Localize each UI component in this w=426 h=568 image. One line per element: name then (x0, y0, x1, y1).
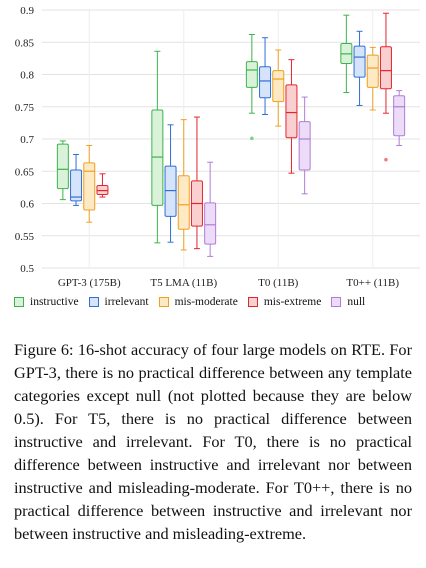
box-instructive (56, 143, 69, 190)
legend-swatch (247, 297, 258, 307)
box-mis-extreme (379, 46, 392, 90)
box-null (204, 202, 217, 245)
figure: 0.5 0.55 0.6 0.65 0.7 0.75 0.8 0.85 0.9 GPT-3 (17… (14, 5, 424, 310)
x-tick-label: GPT-3 (175B) (58, 277, 121, 289)
legend-label: mis-extreme (263, 296, 322, 308)
box-plot-chart: 0.5 0.55 0.6 0.65 0.7 0.75 0.8 0.85 0.9 GPT-3 (17… (15, 5, 420, 289)
box-irrelevant (353, 45, 366, 78)
box-mis-moderate (272, 70, 285, 103)
legend: instructive irrelevant mis-moderate mis-ext… (14, 294, 424, 310)
box-null (393, 95, 406, 137)
box-instructive (245, 61, 258, 88)
legend-item-mis-extreme: mis-extreme (247, 296, 322, 308)
legend-label: irrelevant (104, 296, 149, 308)
legend-label: instructive (30, 296, 79, 308)
y-tick-label: 0.8 (20, 70, 34, 82)
legend-item-mis-moderate: mis-moderate (158, 296, 238, 308)
figure-caption: Figure 6: 16-shot accuracy of four large… (14, 340, 412, 544)
box-irrelevant (70, 169, 83, 202)
legend-swatch (14, 297, 24, 307)
legend-swatch (158, 297, 169, 307)
y-tick-label: 0.7 (20, 134, 34, 146)
y-tick-label: 0.65 (15, 166, 35, 178)
legend-item-null: null (331, 296, 365, 308)
legend-item-instructive: instructive (14, 296, 79, 308)
y-tick-label: 0.55 (15, 231, 35, 243)
legend-item-irrelevant: irrelevant (88, 296, 149, 308)
legend-swatch (88, 297, 99, 307)
legend-swatch (331, 297, 342, 307)
y-tick-label: 0.85 (15, 37, 35, 49)
y-tick-label: 0.9 (20, 5, 34, 17)
box-mis-moderate (177, 175, 190, 230)
box-mis-extreme (285, 84, 298, 139)
box-mis-moderate (366, 54, 379, 88)
x-tick-label: T5 LMA (11B) (150, 277, 217, 289)
y-tick-label: 0.75 (15, 102, 35, 114)
y-tick-label: 0.5 (20, 263, 34, 275)
box-irrelevant (164, 165, 177, 217)
box-mis-extreme (96, 184, 109, 195)
legend-label: mis-moderate (174, 296, 238, 308)
box-null (298, 121, 311, 171)
box-instructive (151, 109, 164, 206)
outlier-point (250, 136, 254, 141)
box-mis-moderate (83, 162, 96, 211)
outlier-point (384, 157, 388, 162)
y-tick-label: 0.6 (20, 199, 34, 211)
x-tick-label: T0 (11B) (258, 277, 299, 289)
box-irrelevant (259, 66, 272, 99)
legend-label: null (347, 296, 366, 308)
x-tick-label: T0++ (11B) (346, 277, 399, 289)
